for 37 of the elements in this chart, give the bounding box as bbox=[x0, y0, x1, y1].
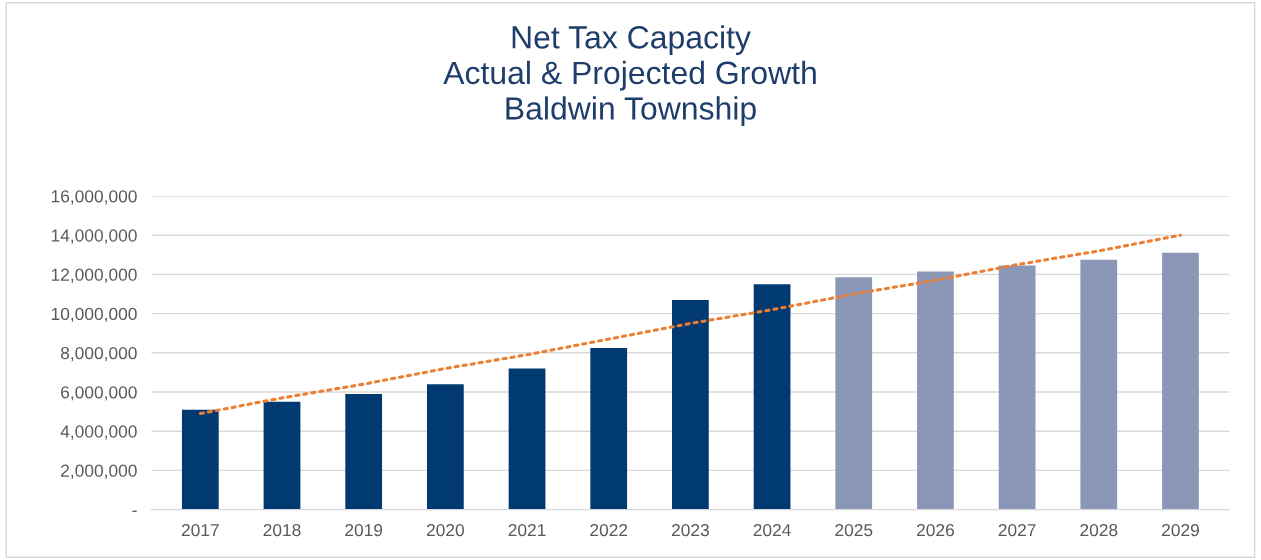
bar bbox=[508, 368, 546, 510]
bar bbox=[590, 347, 628, 510]
x-tick-label: 2022 bbox=[590, 523, 628, 537]
x-tick-label: 2029 bbox=[1162, 523, 1199, 537]
x-tick-label: 2024 bbox=[753, 523, 791, 537]
y-tick-label: 16,000,000 bbox=[51, 190, 137, 205]
bar bbox=[1080, 259, 1118, 510]
bar bbox=[753, 284, 791, 510]
bar bbox=[263, 401, 301, 510]
x-tick-label: 2023 bbox=[671, 523, 709, 537]
x-tick-label: 2028 bbox=[1080, 523, 1118, 537]
x-tick-label: 2018 bbox=[263, 523, 301, 537]
bar bbox=[1162, 252, 1199, 510]
bar bbox=[917, 271, 954, 510]
y-tick-label: 14,000,000 bbox=[51, 229, 137, 244]
x-tick-label: 2020 bbox=[426, 523, 464, 537]
y-tick-label: 12,000,000 bbox=[51, 268, 137, 283]
y-tick-label: 2,000,000 bbox=[61, 464, 137, 479]
chart-title: Net Tax Capacity Actual & Projected Growth Baldwin Township bbox=[443, 25, 816, 127]
line-series bbox=[198, 233, 1182, 416]
bar bbox=[345, 393, 383, 510]
x-tick-label: 2017 bbox=[181, 523, 219, 537]
x-tick-label: 2019 bbox=[345, 523, 383, 537]
x-tick-label: 2026 bbox=[917, 523, 954, 537]
x-tick-label: 2021 bbox=[508, 523, 546, 537]
bar bbox=[426, 384, 464, 510]
y-tick-label: - bbox=[132, 510, 137, 512]
y-tick-label: 10,000,000 bbox=[51, 307, 137, 323]
y-tick-label: 6,000,000 bbox=[61, 386, 137, 401]
x-tick-label: 2027 bbox=[998, 523, 1036, 537]
x-tick-label: 2025 bbox=[835, 523, 873, 537]
bar bbox=[672, 299, 709, 510]
y-tick-label: 8,000,000 bbox=[60, 346, 137, 362]
y-tick-label: 4,000,000 bbox=[60, 425, 137, 440]
bar bbox=[998, 265, 1036, 510]
bar bbox=[835, 277, 873, 510]
bar bbox=[181, 409, 219, 510]
